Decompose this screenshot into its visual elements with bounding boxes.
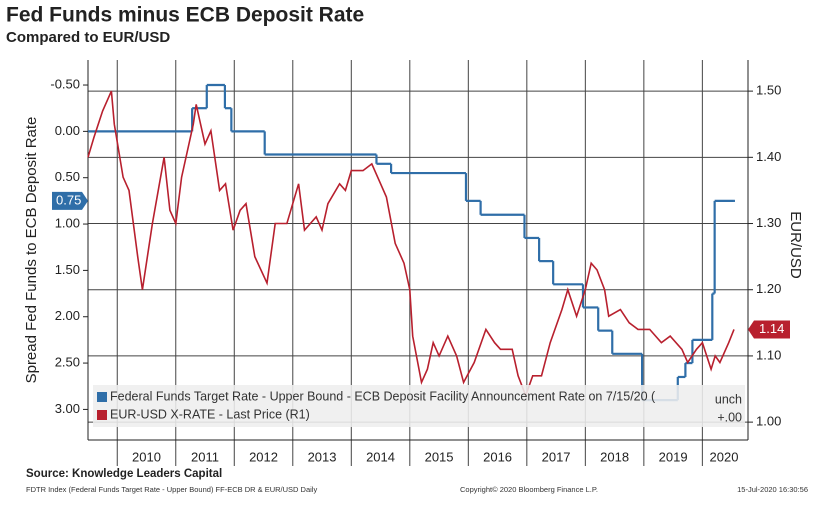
legend-label: Federal Funds Target Rate - Upper Bound … xyxy=(110,389,656,403)
y2-tick-label: 1.20 xyxy=(756,281,781,296)
x-tick-label: 2015 xyxy=(425,449,454,464)
y2-tick-label: 1.00 xyxy=(756,414,781,429)
x-tick-label: 2012 xyxy=(249,449,278,464)
footer-center: Copyright© 2020 Bloomberg Finance L.P. xyxy=(460,485,598,494)
y-tick-label: 0.50 xyxy=(55,169,80,184)
last-value-label: 1.14 xyxy=(759,321,784,336)
footer-right: 15-Jul-2020 16:30:56 xyxy=(737,485,808,494)
legend-change: +.00 xyxy=(717,410,742,424)
x-tick-label: 2016 xyxy=(483,449,512,464)
x-tick-label: 2011 xyxy=(191,449,219,464)
x-tick-label: 2013 xyxy=(308,449,337,464)
x-tick-label: 2019 xyxy=(659,449,688,464)
legend-swatch xyxy=(97,392,107,402)
legend-box xyxy=(93,385,745,427)
legend-label: EUR-USD X-RATE - Last Price (R1) xyxy=(110,407,310,421)
y-tick-label: -0.50 xyxy=(50,76,80,91)
y-tick-label: 3.00 xyxy=(55,401,80,416)
chart-subtitle: Compared to EUR/USD xyxy=(6,29,170,46)
last-value-tag xyxy=(52,191,88,210)
footer-left: FDTR Index (Federal Funds Target Rate - … xyxy=(26,485,317,494)
y-tick-label: 1.50 xyxy=(55,262,80,277)
x-tick-label: 2014 xyxy=(366,449,395,464)
y2-tick-label: 1.10 xyxy=(756,347,781,362)
chart-title: Fed Funds minus ECB Deposit Rate xyxy=(6,4,364,27)
y2-axis-title: EUR/USD xyxy=(787,211,804,279)
x-tick-label: 2017 xyxy=(542,449,571,464)
y2-tick-label: 1.50 xyxy=(756,83,781,98)
legend-change: unch xyxy=(715,392,742,406)
legend-swatch xyxy=(97,410,107,420)
x-tick-label: 2010 xyxy=(132,449,161,464)
y2-tick-label: 1.40 xyxy=(756,149,781,164)
x-tick-label: 2020 xyxy=(710,449,739,464)
source: Source: Knowledge Leaders Capital xyxy=(26,468,222,480)
x-tick-label: 2018 xyxy=(600,449,629,464)
y-tick-label: 2.00 xyxy=(55,308,80,323)
last-value-tag xyxy=(748,320,790,339)
series-line xyxy=(87,90,735,398)
last-value-label: 0.75 xyxy=(56,192,81,207)
y-tick-label: 1.00 xyxy=(55,215,80,230)
y-tick-label: 2.50 xyxy=(55,355,80,370)
y-tick-label: 0.00 xyxy=(55,123,80,138)
y-axis-title: Spread Fed Funds to ECB Deposit Rate xyxy=(23,117,40,384)
y2-tick-label: 1.30 xyxy=(756,215,781,230)
